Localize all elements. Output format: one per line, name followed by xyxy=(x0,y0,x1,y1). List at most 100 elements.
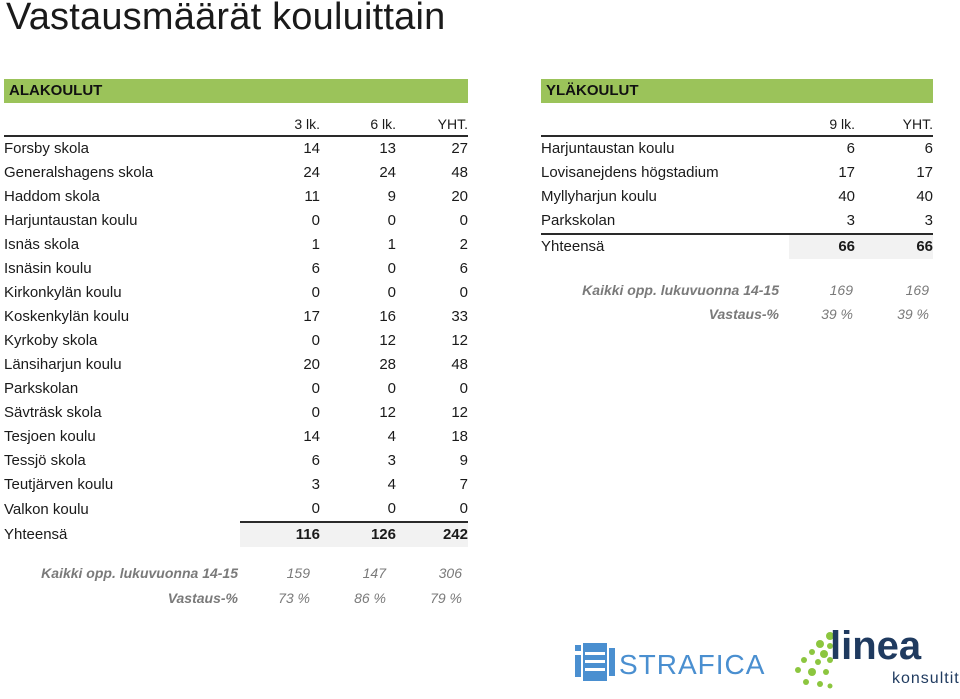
summary-value: 86 % xyxy=(354,590,386,606)
table-row: Kyrkoby skola 0 12 12 xyxy=(4,329,468,353)
school-name: Sävträsk skola xyxy=(4,404,102,421)
summary-value: 39 % xyxy=(897,306,929,322)
table-row: Teutjärven koulu 3 4 7 xyxy=(4,473,468,497)
grade6-count: 0 xyxy=(387,260,396,277)
summary-value: 159 xyxy=(286,565,310,581)
grade3-count: 6 xyxy=(311,260,320,277)
column-header: 6 lk. xyxy=(320,113,396,137)
column-header: YHT. xyxy=(855,113,933,137)
alakoulut-header: ALAKOULUT xyxy=(4,79,468,103)
ylakoulut-header: YLÄKOULUT xyxy=(541,79,933,103)
column-header: YHT. xyxy=(396,113,468,137)
row-total: 27 xyxy=(451,140,468,157)
school-name: Haddom skola xyxy=(4,188,100,205)
grade6-count: 9 xyxy=(387,188,396,205)
total-label: Yhteensä xyxy=(4,525,68,543)
grade3-count: 17 xyxy=(303,308,320,325)
grade3-count: 0 xyxy=(311,404,320,421)
table-row: Forsby skola 14 13 27 xyxy=(4,136,468,161)
grade6-count: 0 xyxy=(387,284,396,301)
row-total: 6 xyxy=(924,140,933,157)
ylakoulut-summary: Kaikki opp. lukuvuonna 14-15 169 169 Vas… xyxy=(541,278,933,328)
row-total: 40 xyxy=(916,188,933,205)
table-row: Koskenkylän koulu 17 16 33 xyxy=(4,305,468,329)
strafica-logo: STRAFICA xyxy=(575,643,764,683)
school-name: Tessjö skola xyxy=(4,452,86,469)
alakoulut-column-header-row: 3 lk. 6 lk. YHT. xyxy=(4,113,468,137)
grade6-count: 0 xyxy=(387,380,396,397)
grade3-count: 0 xyxy=(311,332,320,349)
school-name: Tesjoen koulu xyxy=(4,428,96,445)
summary-label-response-rate: Vastaus-% xyxy=(167,590,238,606)
column-header: 3 lk. xyxy=(240,113,320,137)
grade3-count: 1 xyxy=(311,236,320,253)
page-title: Vastausmäärät kouluittain xyxy=(6,0,446,38)
grade3-count: 0 xyxy=(311,380,320,397)
summary-value: 73 % xyxy=(278,590,310,606)
summary-value: 306 xyxy=(438,565,462,581)
row-total: 9 xyxy=(459,452,468,469)
grade9-count: 40 xyxy=(838,188,855,205)
column-header: 9 lk. xyxy=(789,113,855,137)
row-total: 12 xyxy=(451,332,468,349)
grade6-count: 28 xyxy=(379,356,396,373)
summary-value: 39 % xyxy=(821,306,853,322)
row-total: 33 xyxy=(451,308,468,325)
grade3-count: 20 xyxy=(303,356,320,373)
total-label: Yhteensä xyxy=(541,238,605,255)
grade3-count: 0 xyxy=(311,500,320,517)
grade6-count: 3 xyxy=(387,452,396,469)
ylakoulut-total-row: Yhteensä 66 66 xyxy=(541,234,933,259)
table-row: Tessjö skola 6 3 9 xyxy=(4,449,468,473)
school-name: Isnäs skola xyxy=(4,236,80,253)
school-name: Isnäsin koulu xyxy=(4,260,92,277)
grade6-count: 16 xyxy=(379,308,396,325)
grade6-count: 0 xyxy=(387,212,396,229)
table-row: Isnäs skola 1 1 2 xyxy=(4,233,468,257)
linea-dots-icon xyxy=(795,632,834,689)
total-value: 242 xyxy=(396,521,468,547)
grade6-count: 12 xyxy=(379,332,396,349)
grade6-count: 24 xyxy=(379,164,396,181)
table-row: Valkon koulu 0 0 0 xyxy=(4,497,468,522)
table-row: Lovisanejdens högstadium 17 17 xyxy=(541,161,933,185)
row-total: 20 xyxy=(451,188,468,205)
school-name: Kirkonkylän koulu xyxy=(4,284,122,301)
school-name: Parkskolan xyxy=(4,380,79,397)
summary-label-students: Kaikki opp. lukuvuonna 14-15 xyxy=(582,282,779,298)
school-name: Teutjärven koulu xyxy=(4,476,114,493)
total-value: 66 xyxy=(789,234,855,259)
summary-value: 147 xyxy=(362,565,386,581)
table-row: Parkskolan 3 3 xyxy=(541,209,933,235)
row-total: 6 xyxy=(459,260,468,277)
summary-value: 169 xyxy=(905,282,929,298)
school-name: Harjuntaustan koulu xyxy=(4,212,138,229)
alakoulut-total-row: Yhteensä 116 126 242 xyxy=(4,521,468,547)
table-row: Parkskolan 0 0 0 xyxy=(4,377,468,401)
row-total: 48 xyxy=(451,164,468,181)
linea-logo: linea konsultit xyxy=(790,624,960,696)
school-name: Valkon koulu xyxy=(4,500,89,518)
table-row: Myllyharjun koulu 40 40 xyxy=(541,185,933,209)
row-total: 17 xyxy=(916,164,933,181)
ylakoulut-table: 9 lk. YHT. Harjuntaustan koulu 6 6 Lovisane… xyxy=(541,113,933,259)
grade3-count: 0 xyxy=(311,212,320,229)
row-total: 7 xyxy=(459,476,468,493)
linea-subtitle: konsultit xyxy=(892,670,960,687)
row-total: 0 xyxy=(459,500,468,517)
strafica-mark-icon xyxy=(575,643,615,681)
grade3-count: 14 xyxy=(303,140,320,157)
grade3-count: 24 xyxy=(303,164,320,181)
grade3-count: 6 xyxy=(311,452,320,469)
grade9-count: 6 xyxy=(846,140,855,157)
grade6-count: 4 xyxy=(387,476,396,493)
table-row: Harjuntaustan koulu 0 0 0 xyxy=(4,209,468,233)
grade3-count: 11 xyxy=(304,188,320,205)
alakoulut-summary: Kaikki opp. lukuvuonna 14-15 159 147 306… xyxy=(0,560,470,620)
school-name: Kyrkoby skola xyxy=(4,332,98,349)
grade9-count: 3 xyxy=(789,209,855,235)
table-row: Kirkonkylän koulu 0 0 0 xyxy=(4,281,468,305)
table-row: Sävträsk skola 0 12 12 xyxy=(4,401,468,425)
summary-value: 169 xyxy=(829,282,853,298)
total-value: 126 xyxy=(320,521,396,547)
